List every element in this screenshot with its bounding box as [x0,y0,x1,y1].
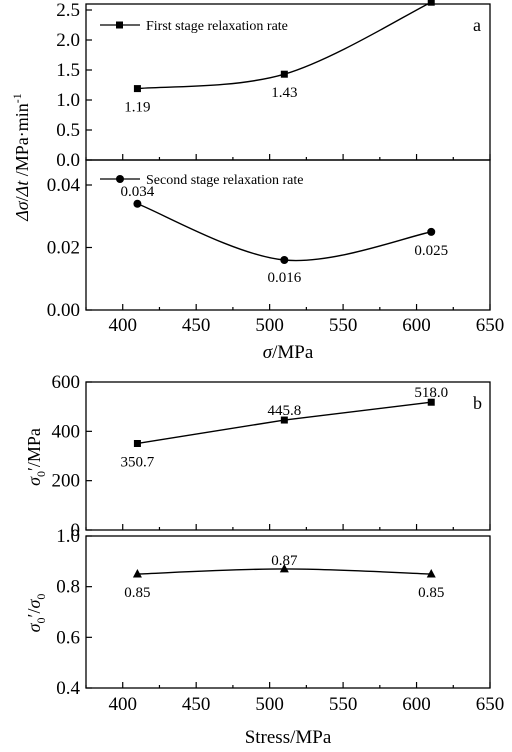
plot-a-bottom: 0.00 0.02 0.04 400 450 500 550 600 650 0.034 0.0… [47,159,505,336]
data-point [279,563,289,573]
x-tick-label: 650 [476,694,505,715]
y-tick-label: 0.8 [56,577,80,598]
x-tick-label: 450 [182,694,211,715]
data-point [280,416,288,424]
y-tick-label: 0.00 [47,300,80,321]
data-label: 0.85 [124,585,150,601]
y-tick-label: 2.0 [56,30,80,51]
legend: First stage relaxation rate [100,19,288,34]
data-point [427,0,435,6]
y-tick-label: 400 [52,421,81,442]
y-tick-label: 200 [52,471,81,492]
data-point [133,439,141,447]
panel-letter: b [473,393,482,413]
plot-b-top: 0 200 400 600 350.7 445.8 518.0 b [52,372,491,541]
y-tick-label: 0.04 [47,175,81,196]
y-tick-label: 0.6 [56,627,80,648]
data-label: 350.7 [121,454,155,470]
y-tick-label: 2.5 [56,0,80,21]
panel-letter: a [473,15,481,35]
y-tick-label: 0.02 [47,238,80,259]
y-axis-label-b-bottom: σ0′/σ0 [24,594,48,633]
data-point [133,199,142,208]
x-tick-label: 600 [402,315,431,336]
y-tick-label: 1.5 [56,60,80,81]
y-tick-label: 0 [71,520,81,541]
x-tick-label: 550 [329,315,358,336]
y-tick-label: 1.0 [56,526,80,547]
data-label: 445.8 [267,403,301,419]
x-tick-label: 500 [255,694,284,715]
series-line [137,203,432,262]
x-tick-label: 400 [108,315,137,336]
data-label: 0.85 [418,585,444,601]
data-point [280,256,289,264]
x-tick-label: 600 [402,694,431,715]
legend-marker [116,175,124,183]
plot-a-top: 0.0 0.5 1.0 1.5 2.0 2.5 1.19 1.43 2.63 First st… [56,0,491,171]
data-point [132,569,142,578]
legend-label: First stage relaxation rate [146,19,288,34]
y-tick-label: 0.0 [56,150,80,171]
x-axis-label-a: σ/MPa [263,342,314,363]
y-axis-label-b-top: σ0′/MPa [24,428,48,486]
legend-label: Second stage relaxation rate [146,173,303,188]
y-tick-label: 0.5 [56,120,80,141]
y-tick-label: 0.4 [56,678,80,699]
data-point [427,398,435,406]
data-label: 518.0 [414,385,448,401]
legend: Second stage relaxation rate [100,173,303,188]
data-label: 1.43 [271,85,297,101]
x-tick-label: 400 [108,694,137,715]
data-point [280,70,288,78]
plot-b-bottom: 0.4 0.6 0.8 1.0 400 450 500 550 600 650 0.85 0.87… [56,526,504,715]
data-label: 0.016 [267,270,301,286]
x-tick-label: 500 [255,315,284,336]
data-point [427,227,436,236]
data-label: 1.19 [124,100,150,116]
plot-frame [85,381,491,531]
data-label: 2.63 [418,0,444,1]
x-tick-label: 650 [476,315,505,336]
data-point [133,85,141,93]
data-label: 0.87 [271,553,298,569]
y-tick-label: 1.0 [56,90,80,111]
y-axis-label-a: Δσ/Δt /MPa·min-1 [10,93,32,222]
legend-marker [116,21,123,29]
x-tick-label: 550 [329,694,358,715]
x-tick-label: 450 [182,315,211,336]
y-tick-label: 600 [52,372,81,393]
plot-frame [85,159,491,311]
plot-frame [85,535,491,689]
data-label: 0.025 [414,243,448,259]
data-point [426,569,436,578]
x-axis-label-b: Stress/MPa [245,727,332,748]
data-label: 0.034 [121,184,155,200]
